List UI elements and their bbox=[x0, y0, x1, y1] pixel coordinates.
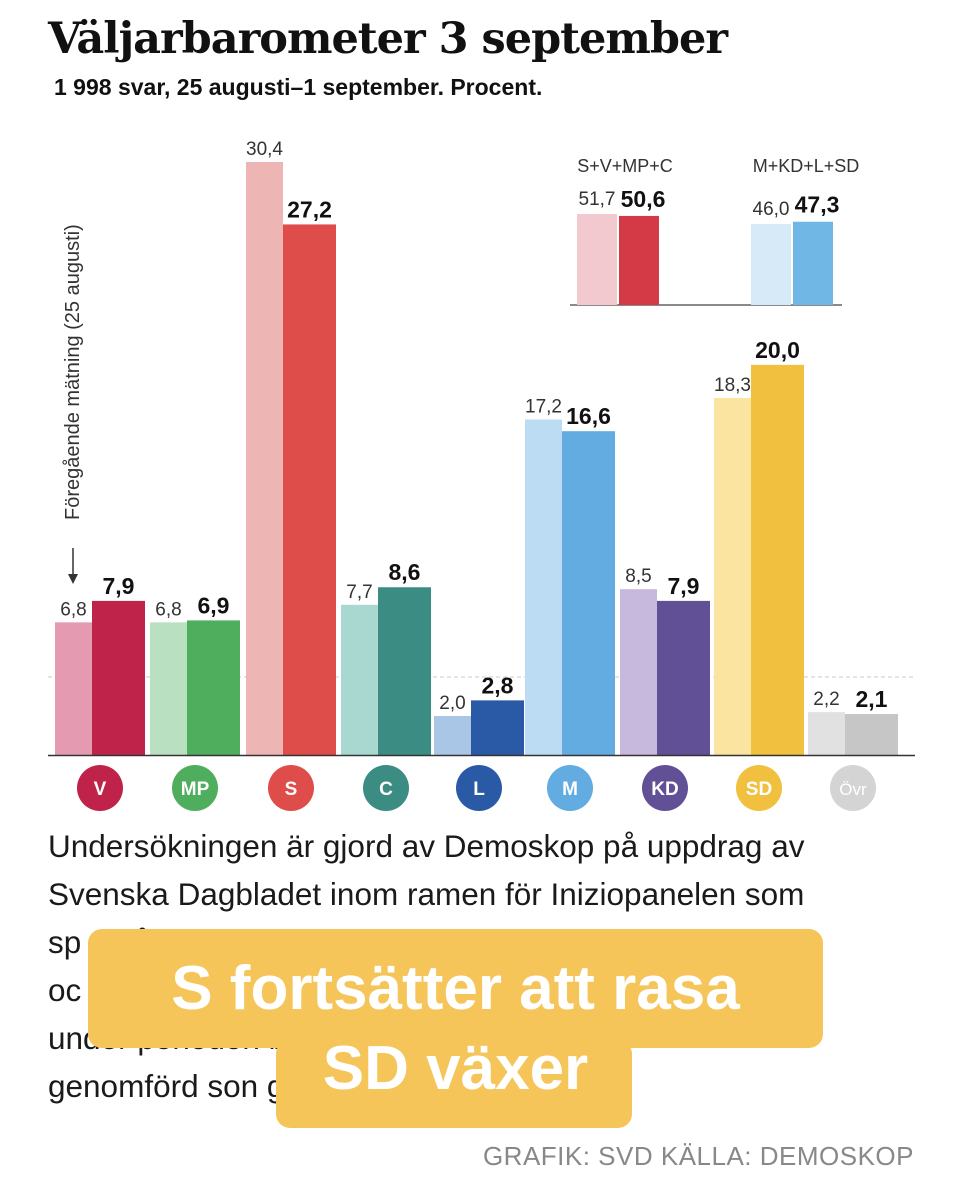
bar-current-c bbox=[378, 587, 431, 755]
previous-arrow-head bbox=[68, 574, 78, 584]
party-badge-l bbox=[456, 765, 502, 811]
overlay-text: S fortsätter att rasa SD växer bbox=[88, 949, 823, 1109]
body-line: genomförd son g. bbox=[48, 1068, 294, 1104]
bloc-label-previous: 46,0 bbox=[753, 199, 790, 220]
bar-current-m bbox=[562, 431, 615, 755]
bloc-bar-previous bbox=[577, 214, 617, 305]
party-badge-s bbox=[268, 765, 314, 811]
source-credit: GRAFIK: SVD KÄLLA: DEMOSKOP bbox=[482, 1141, 914, 1171]
bar-label-previous: 6,8 bbox=[60, 599, 86, 620]
bar-label-current: 20,0 bbox=[755, 337, 800, 363]
bloc-label-current: 47,3 bbox=[795, 192, 840, 218]
party-badge-label: L bbox=[473, 779, 485, 800]
party-badge-c bbox=[363, 765, 409, 811]
party-badge-v bbox=[77, 765, 123, 811]
chart-title: Väljarbarometer 3 september bbox=[48, 14, 728, 64]
chart-subtitle: 1 998 svar, 25 augusti–1 september. Proc… bbox=[54, 74, 543, 100]
party-badge-label: MP bbox=[181, 779, 210, 800]
bar-label-current: 27,2 bbox=[287, 196, 332, 222]
bar-previous-övr bbox=[808, 712, 845, 755]
party-badge-label: Övr bbox=[839, 780, 867, 799]
bar-current-v bbox=[92, 600, 145, 755]
party-badge-m bbox=[547, 765, 593, 811]
body-line: Svenska Dagbladet inom ramen för Iniziop… bbox=[48, 876, 805, 912]
bar-current-övr bbox=[845, 714, 898, 755]
party-badge-kd bbox=[642, 765, 688, 811]
bar-label-current: 2,1 bbox=[856, 686, 888, 712]
bar-previous-kd bbox=[620, 589, 657, 755]
bar-label-current: 7,9 bbox=[103, 573, 135, 599]
previous-measurement-label: Föregående mätning (25 augusti) bbox=[62, 224, 84, 520]
bar-previous-s bbox=[246, 162, 283, 755]
bar-current-l bbox=[471, 700, 524, 755]
bloc-name: S+V+MP+C bbox=[577, 156, 673, 176]
bar-current-sd bbox=[751, 364, 804, 755]
party-badge-sd bbox=[736, 765, 782, 811]
body-line: Undersökningen är gjord av Demoskop på u… bbox=[48, 828, 805, 864]
party-badge-övr bbox=[830, 765, 876, 811]
bar-previous-c bbox=[341, 604, 378, 755]
bar-label-current: 2,8 bbox=[482, 672, 514, 698]
bar-label-previous: 8,5 bbox=[625, 566, 651, 587]
bloc-name: M+KD+L+SD bbox=[753, 156, 860, 176]
bar-label-current: 7,9 bbox=[668, 573, 700, 599]
overlay-box-top bbox=[88, 929, 823, 1048]
party-badge-label: M bbox=[562, 779, 578, 800]
bar-label-previous: 18,3 bbox=[714, 375, 751, 396]
party-badge-mp bbox=[172, 765, 218, 811]
bloc-bar-previous bbox=[751, 224, 791, 305]
bloc-bar-current bbox=[793, 221, 833, 305]
bar-chart: 6,8 7,9 V 6,8 6,9 MP 30,4 27,2 S 7,7 8,6 C 2,0 2,8 L 17… bbox=[48, 139, 915, 811]
bar-current-s bbox=[283, 224, 336, 756]
bar-label-current: 8,6 bbox=[389, 559, 421, 585]
party-badge-label: V bbox=[94, 779, 107, 800]
party-badge-label: C bbox=[379, 779, 393, 800]
bar-label-current: 6,9 bbox=[198, 592, 230, 618]
bar-label-current: 16,6 bbox=[566, 403, 611, 429]
overlay-line-1: S fortsätter att rasa bbox=[171, 954, 740, 1023]
bar-label-previous: 17,2 bbox=[525, 396, 562, 417]
bar-previous-l bbox=[434, 715, 471, 755]
bar-previous-m bbox=[525, 419, 562, 755]
bar-label-previous: 30,4 bbox=[246, 139, 283, 160]
bar-label-previous: 6,8 bbox=[155, 599, 181, 620]
bar-label-previous: 2,0 bbox=[439, 693, 465, 714]
overlay-box-bottom bbox=[276, 1040, 632, 1128]
bar-previous-v bbox=[55, 622, 92, 755]
bar-current-mp bbox=[187, 620, 240, 755]
bar-label-previous: 2,2 bbox=[813, 689, 839, 710]
party-badge-label: SD bbox=[746, 779, 772, 800]
bar-label-previous: 7,7 bbox=[346, 582, 372, 603]
bloc-bar-current bbox=[619, 215, 659, 305]
bloc-label-current: 50,6 bbox=[621, 186, 666, 212]
party-badge-label: S bbox=[285, 779, 298, 800]
bar-current-kd bbox=[657, 600, 710, 755]
overlay-line-2: SD växer bbox=[322, 1034, 589, 1103]
bloc-label-previous: 51,7 bbox=[579, 189, 616, 210]
party-badge-label: KD bbox=[651, 779, 678, 800]
bar-previous-mp bbox=[150, 622, 187, 755]
bar-previous-sd bbox=[714, 398, 751, 755]
